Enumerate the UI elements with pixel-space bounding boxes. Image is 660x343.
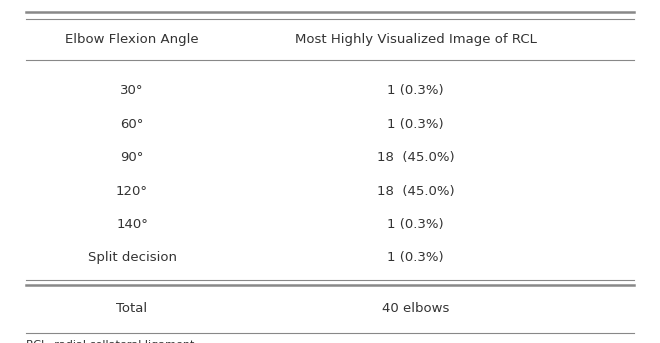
Text: 1 (0.3%): 1 (0.3%) [387,84,444,97]
Text: 18  (45.0%): 18 (45.0%) [377,151,455,164]
Text: 1 (0.3%): 1 (0.3%) [387,218,444,231]
Text: 1 (0.3%): 1 (0.3%) [387,118,444,131]
Text: 120°: 120° [116,185,148,198]
Text: Total: Total [116,302,148,315]
Text: 60°: 60° [120,118,144,131]
Text: Most Highly Visualized Image of RCL: Most Highly Visualized Image of RCL [295,33,537,46]
Text: 90°: 90° [120,151,144,164]
Text: RCL, radial collateral ligament.: RCL, radial collateral ligament. [26,340,199,343]
Text: 1 (0.3%): 1 (0.3%) [387,251,444,264]
Text: 140°: 140° [116,218,148,231]
Text: 30°: 30° [120,84,144,97]
Text: Split decision: Split decision [88,251,176,264]
Text: 18  (45.0%): 18 (45.0%) [377,185,455,198]
Text: Elbow Flexion Angle: Elbow Flexion Angle [65,33,199,46]
Text: 40 elbows: 40 elbows [382,302,449,315]
